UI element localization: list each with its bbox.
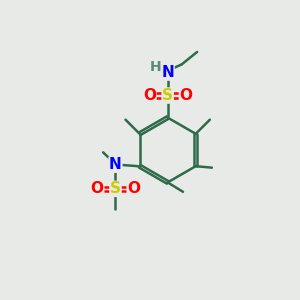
Text: O: O xyxy=(143,88,156,103)
Text: H: H xyxy=(149,60,161,74)
Text: O: O xyxy=(179,88,192,103)
Text: N: N xyxy=(109,157,122,172)
Text: N: N xyxy=(161,65,174,80)
Text: O: O xyxy=(127,182,140,196)
Text: S: S xyxy=(110,182,121,196)
Text: S: S xyxy=(162,88,173,103)
Text: O: O xyxy=(91,182,104,196)
